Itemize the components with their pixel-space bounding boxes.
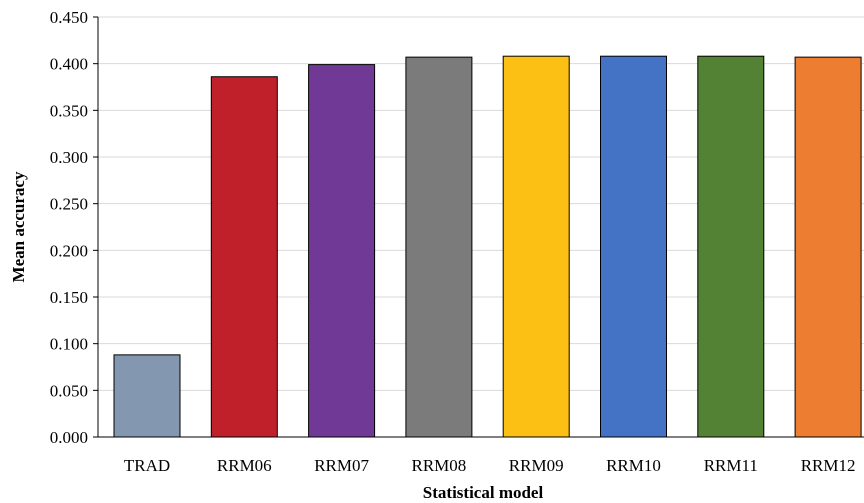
bar-rrm12 <box>795 57 861 437</box>
x-tick-label: RRM08 <box>412 456 467 475</box>
x-tick-label: RRM11 <box>704 456 758 475</box>
y-tick-label: 0.050 <box>50 381 88 400</box>
y-tick-label: 0.450 <box>50 8 88 27</box>
x-tick-label: RRM07 <box>314 456 369 475</box>
x-tick-label: RRM12 <box>801 456 856 475</box>
y-tick-labels: 0.000 0.050 0.100 0.150 0.200 0.250 0.300 0.350… <box>50 8 88 447</box>
bar-rrm11 <box>698 56 764 437</box>
bar-rrm10 <box>601 56 667 437</box>
y-tick-label: 0.300 <box>50 148 88 167</box>
y-tick-label: 0.100 <box>50 335 88 354</box>
bar-rrm06 <box>211 77 277 437</box>
x-tick-label: RRM09 <box>509 456 564 475</box>
y-tick-label: 0.000 <box>50 428 88 447</box>
bar-trad <box>114 355 180 437</box>
x-tick-labels: TRAD RRM06 RRM07 RRM08 RRM09 RRM10 RRM11 RRM12 <box>124 456 856 475</box>
x-tick-label: TRAD <box>124 456 170 475</box>
bar-rrm08 <box>406 57 472 437</box>
y-tick-label: 0.150 <box>50 288 88 307</box>
x-tick-label: RRM10 <box>606 456 661 475</box>
y-tick-label: 0.200 <box>50 241 88 260</box>
bar-rrm09 <box>503 56 569 437</box>
y-tick-label: 0.350 <box>50 101 88 120</box>
bars <box>114 56 861 437</box>
bar-rrm07 <box>309 65 375 437</box>
x-tick-label: RRM06 <box>217 456 272 475</box>
y-axis-title: Mean accuracy <box>9 171 28 282</box>
y-tick-label: 0.250 <box>50 195 88 214</box>
y-tick-label: 0.400 <box>50 55 88 74</box>
x-axis-title: Statistical model <box>423 483 544 502</box>
